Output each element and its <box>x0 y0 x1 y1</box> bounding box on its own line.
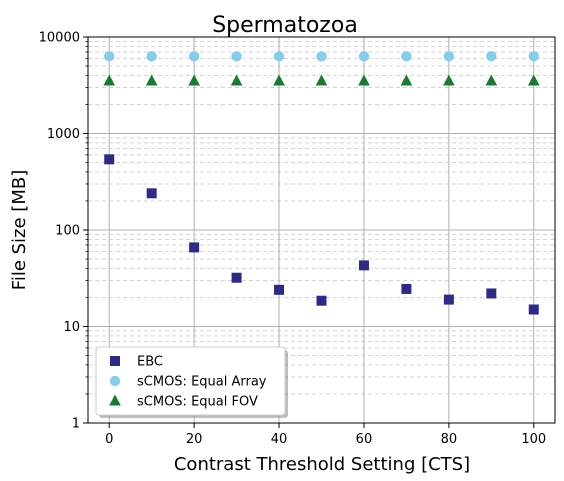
point-scmos-equal-fov <box>145 74 158 86</box>
x-tick-label: 80 <box>441 432 458 447</box>
point-scmos-equal-fov <box>230 74 243 86</box>
point-ebc <box>358 260 369 271</box>
legend-marker-scmos-equal-array <box>109 375 121 387</box>
point-ebc <box>146 188 157 199</box>
legend-label: sCMOS: Equal FOV <box>137 395 258 410</box>
point-ebc <box>274 284 285 295</box>
legend-label: sCMOS: Equal Array <box>137 375 267 390</box>
point-ebc <box>486 288 497 299</box>
point-scmos-equal-array <box>528 51 539 62</box>
point-scmos-equal-fov <box>273 74 285 86</box>
point-scmos-equal-array <box>146 51 157 62</box>
point-ebc <box>231 272 242 283</box>
point-scmos-equal-array <box>104 51 115 62</box>
point-scmos-equal-array <box>443 51 455 62</box>
x-tick-label: 20 <box>186 432 203 447</box>
point-scmos-equal-fov <box>400 74 413 86</box>
point-scmos-equal-fov <box>188 74 200 86</box>
point-scmos-equal-array <box>358 51 370 62</box>
point-scmos-equal-array <box>188 51 200 62</box>
point-scmos-equal-fov <box>103 74 116 86</box>
chart-title: Spermatozoa <box>212 13 358 38</box>
point-ebc <box>316 295 327 306</box>
y-tick-label: 10 <box>63 320 80 335</box>
point-scmos-equal-fov <box>315 74 328 86</box>
point-scmos-equal-fov <box>443 74 455 86</box>
y-tick-label: 1000 <box>47 127 80 142</box>
x-tick-label: 100 <box>521 432 546 447</box>
point-scmos-equal-array <box>273 51 285 62</box>
x-axis-label: Contrast Threshold Setting [CTS] <box>174 454 470 475</box>
x-tick-label: 40 <box>271 432 288 447</box>
minor-gridlines <box>88 40 555 395</box>
point-scmos-equal-array <box>231 51 242 62</box>
data-points <box>103 51 540 315</box>
legend-marker-ebc <box>110 356 120 366</box>
y-tick-label: 10000 <box>39 31 80 46</box>
legend-label: EBC <box>137 355 163 370</box>
point-ebc <box>528 304 539 315</box>
point-ebc <box>104 154 115 165</box>
point-scmos-equal-array <box>401 51 412 62</box>
point-scmos-equal-array <box>486 51 497 62</box>
legend-marker-scmos-equal-fov <box>109 394 121 406</box>
point-scmos-equal-fov <box>358 74 370 86</box>
point-scmos-equal-fov <box>527 74 540 86</box>
y-tick-label: 1 <box>72 417 80 432</box>
point-ebc <box>443 294 454 305</box>
x-tick-label: 60 <box>356 432 373 447</box>
legend: EBC sCMOS: Equal Array sCMOS: Equal FOV <box>95 346 288 418</box>
point-scmos-equal-array <box>316 51 327 62</box>
point-ebc <box>189 242 200 253</box>
x-axis-ticks: 0 20 40 60 80 100 <box>105 423 546 447</box>
y-axis-ticks: 1 10 100 1000 10000 <box>39 31 88 432</box>
y-axis-label: File Size [MB] <box>9 170 30 290</box>
point-ebc <box>401 283 412 294</box>
x-tick-label: 0 <box>105 432 113 447</box>
y-tick-label: 100 <box>55 224 80 239</box>
legend-box <box>95 346 286 416</box>
point-scmos-equal-fov <box>485 74 498 86</box>
